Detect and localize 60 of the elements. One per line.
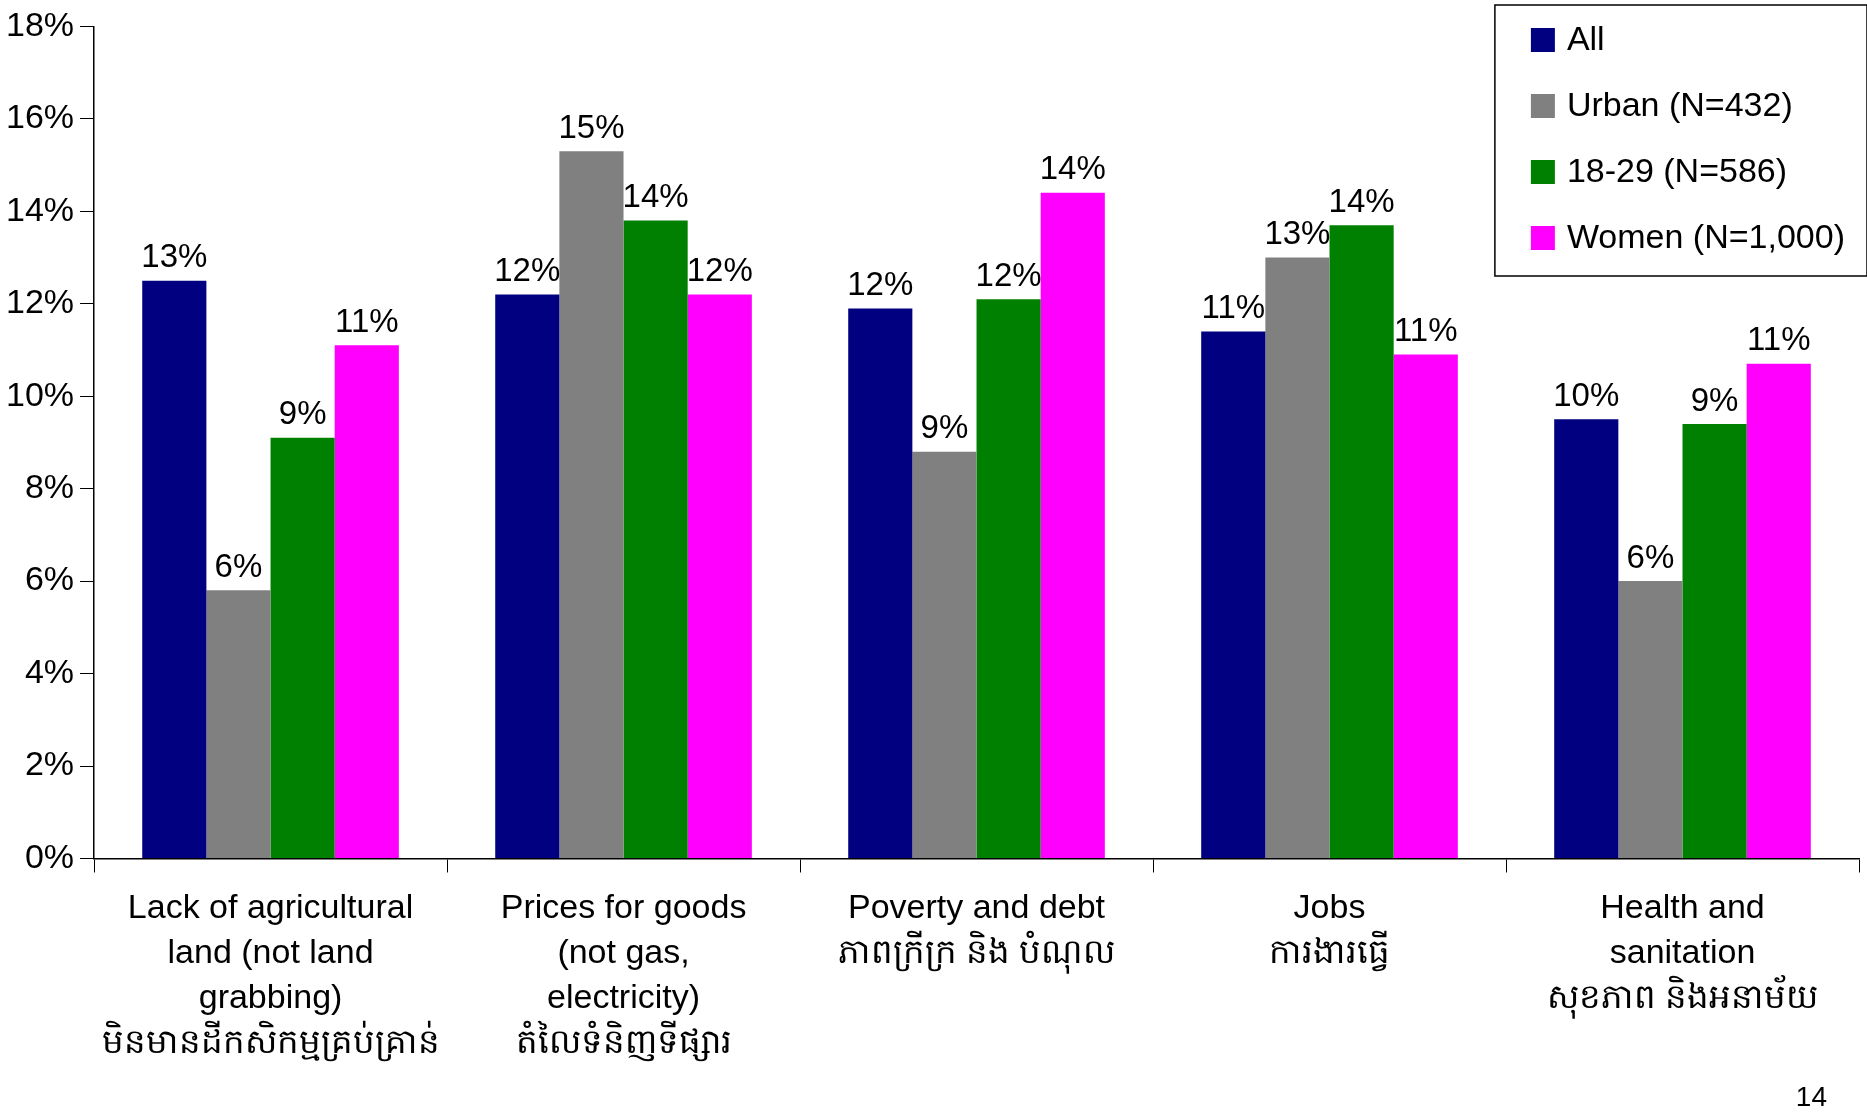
x-tick-label: Health and sanitation សុខភាព និងអនាម័យ [1546,887,1819,1020]
data-label: 11% [1201,288,1266,326]
data-label: 14% [1328,181,1395,219]
legend-label: Women (N=1,000) [1566,217,1845,256]
y-tick-label: 12% [5,282,75,321]
y-tick-label: 14% [5,189,75,228]
bar [142,280,207,858]
y-tick-label: 0% [24,836,75,875]
data-label: 9% [278,394,327,432]
x-tick-label: Lack of agricultural land (not land grabbing) មិនមានដីកសិកម្មគ្រប់គ្រាន់ [101,887,440,1062]
y-tick-label: 18% [5,4,75,43]
data-label: 12% [686,251,753,289]
data-label: 9% [920,408,969,446]
bar [1618,581,1683,858]
data-label: 6% [1626,537,1675,575]
bar [1554,419,1619,858]
bar [912,451,977,858]
bar [1040,192,1105,858]
bar [1393,354,1458,858]
bar [1682,423,1747,858]
y-tick-label: 10% [5,374,75,413]
data-label: 10% [1553,375,1620,413]
bar [334,345,399,858]
data-label: 12% [494,251,561,289]
bar [206,590,271,858]
legend-label: All [1566,19,1605,58]
bar [1201,331,1266,858]
data-label: 13% [1264,214,1331,252]
data-label: 9% [1690,380,1739,418]
bar [848,308,913,858]
data-label: 15% [558,107,625,145]
bar [623,220,688,858]
bar [1746,363,1811,858]
legend-label: 18-29 (N=586) [1566,151,1788,190]
bar [1329,225,1394,858]
data-label: 12% [975,255,1042,293]
y-tick-label: 8% [24,467,75,506]
data-label: 6% [214,546,263,584]
x-tick-label: Jobs ការងារធ្វើ [1269,887,1391,973]
bar [976,299,1041,858]
y-tick-label: 2% [24,744,75,783]
data-label: 14% [622,177,689,215]
bar [1265,257,1330,858]
text: 14 [1795,1080,1827,1112]
data-label: 13% [141,237,208,275]
data-label: 11% [334,301,399,339]
legend-label: Urban (N=432) [1566,85,1793,124]
bar [495,294,560,858]
bar [687,294,752,858]
data-label: 12% [847,264,914,302]
y-tick-label: 6% [24,559,75,598]
x-tick-label: Poverty and debt ភាពក្រីក្រ និង បំណុល [837,887,1116,975]
data-label: 11% [1746,320,1811,358]
bar [559,151,624,858]
x-tick-label: Prices for goods (not gas, electricity) តំលៃទំនិញទីផ្សារ [500,887,747,1062]
bar [270,437,335,858]
y-tick-label: 16% [5,97,75,136]
data-label: 14% [1039,149,1106,187]
data-label: 11% [1393,311,1458,349]
y-tick-label: 4% [24,651,75,690]
